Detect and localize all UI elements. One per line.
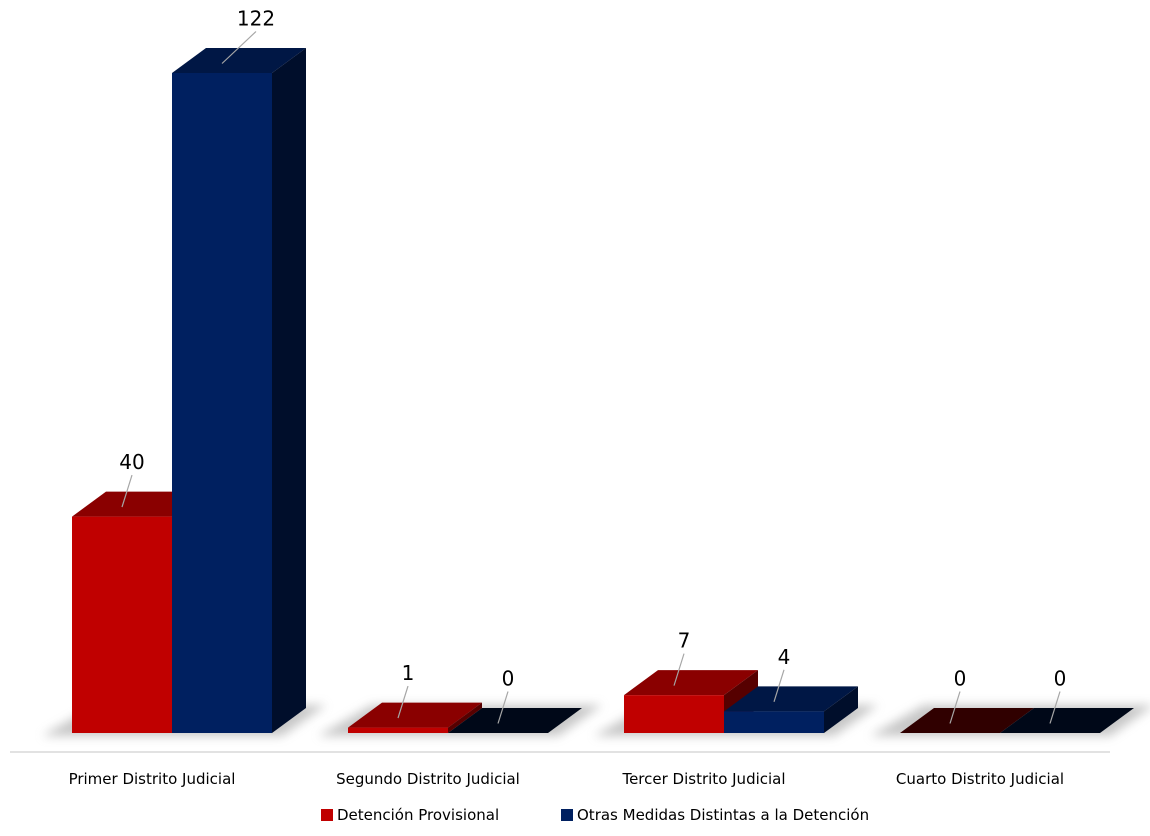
bar-otras-2: [448, 708, 582, 733]
legend-item-detencion-provisional: Detención Provisional: [321, 806, 499, 824]
data-label: 0: [954, 667, 967, 691]
bar-front-face: [348, 727, 448, 733]
category-label: Primer Distrito Judicial: [69, 770, 236, 788]
leader-line: [397, 685, 409, 719]
bar-front-face: [172, 73, 272, 733]
bar-otras-4: [1000, 708, 1134, 733]
bars-layer: [72, 48, 1134, 733]
data-label: 4: [778, 645, 791, 669]
bar-side-face: [272, 48, 306, 733]
data-label: 122: [237, 7, 275, 31]
leader-line: [949, 691, 961, 724]
data-label: 40: [119, 450, 144, 474]
bar-otras-1: [172, 48, 306, 733]
leader-line: [673, 653, 685, 686]
leader-line: [121, 474, 133, 508]
category-label: Segundo Distrito Judicial: [336, 770, 520, 788]
bar-top-face: [172, 48, 306, 73]
data-label: 1: [402, 661, 415, 685]
bar-front-face: [624, 695, 724, 733]
bar-detencion-4: [900, 708, 1034, 733]
bar-side-face: [824, 686, 858, 733]
bar-top-face: [448, 708, 582, 733]
leader-lines: [121, 31, 1061, 724]
legend-swatch-red: [321, 809, 333, 821]
category-label: Tercer Distrito Judicial: [621, 770, 785, 788]
bar-top-face: [348, 702, 482, 728]
leader-line: [1049, 691, 1061, 724]
legend-swatch-navy: [561, 809, 573, 821]
bar-otras-3: [724, 686, 858, 733]
leader-line: [773, 669, 785, 703]
data-label: 7: [678, 629, 691, 653]
bar-side-face: [448, 702, 482, 733]
category-labels: Primer Distrito Judicial Segundo Distrito…: [69, 770, 1065, 788]
data-label: 0: [502, 667, 515, 691]
leader-line: [221, 31, 257, 64]
category-label: Cuarto Distrito Judicial: [896, 770, 1064, 788]
bar-top-face: [624, 670, 758, 696]
bar-front-face: [72, 516, 172, 733]
bar-top-face: [900, 708, 1034, 733]
legend-label: Detención Provisional: [337, 806, 500, 824]
legend-item-otras-medidas: Otras Medidas Distintas a la Detención: [561, 806, 869, 824]
leader-line: [497, 691, 509, 724]
legend: Detención Provisional Otras Medidas Dist…: [0, 806, 1150, 830]
bar-detencion-2: [348, 702, 482, 733]
legend-label: Otras Medidas Distintas a la Detención: [577, 806, 870, 824]
data-label: 0: [1054, 667, 1067, 691]
bar-top-face: [724, 686, 858, 712]
bar-top-face: [1000, 708, 1134, 733]
bar-front-face: [724, 711, 824, 733]
